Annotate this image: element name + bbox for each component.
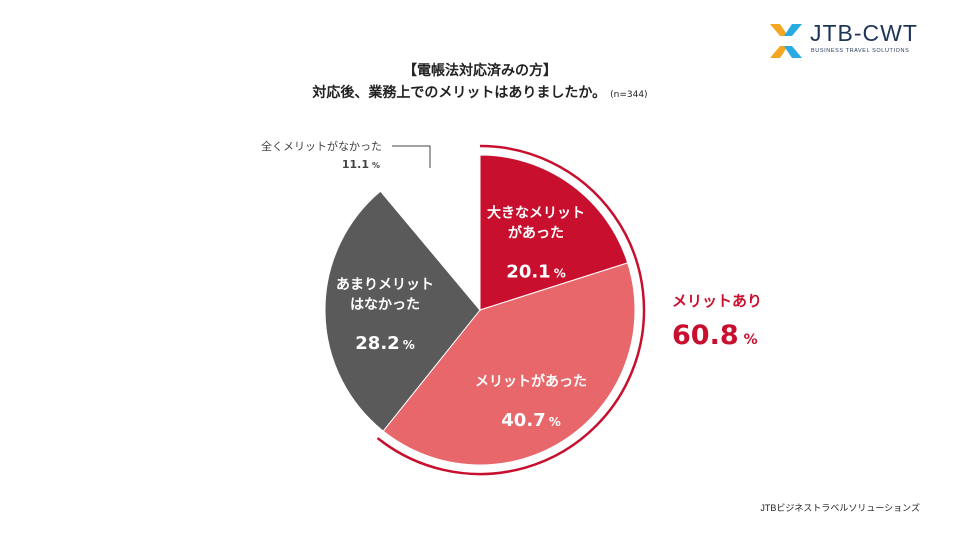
chart-title-line2: 対応後、業務上でのメリットはありましたか。 (n=344)	[0, 82, 960, 102]
logo-mark-icon	[770, 24, 802, 58]
leader-line	[392, 145, 431, 168]
jtb-cwt-logo: JTB-CWT BUSINESS TRAVEL SOLUTIONS	[766, 18, 936, 64]
summary-arc	[376, 144, 646, 476]
summary-value: 60.8%	[672, 320, 758, 351]
pie-slice-1	[479, 154, 629, 311]
logo-wordmark: JTB-CWT	[810, 20, 918, 46]
slice-label-1: 大きなメリット	[487, 204, 585, 221]
pie-slice-3	[324, 190, 481, 432]
slice-value-4: 11.1%	[342, 158, 380, 171]
footer-company: JTBビジネストラベルソリューションズ	[760, 503, 920, 513]
chart-title-line1: 【電帳法対応済みの方】	[403, 63, 557, 79]
summary-label: メリットあり	[672, 292, 762, 310]
slice-label-1: があった	[508, 224, 564, 241]
slice-label-2: メリットがあった	[475, 373, 587, 390]
slice-label-3: はなかった	[350, 297, 420, 313]
chart-question: 対応後、業務上でのメリットはありましたか。	[312, 85, 607, 101]
slice-label-4: 全くメリットがなかった	[261, 139, 382, 153]
pie-slice-4	[379, 154, 481, 312]
pie-slice-2	[382, 262, 636, 466]
logo-tagline: BUSINESS TRAVEL SOLUTIONS	[811, 48, 910, 54]
sample-size: (n=344)	[610, 90, 648, 100]
slice-label-3: あまりメリット	[336, 277, 434, 293]
